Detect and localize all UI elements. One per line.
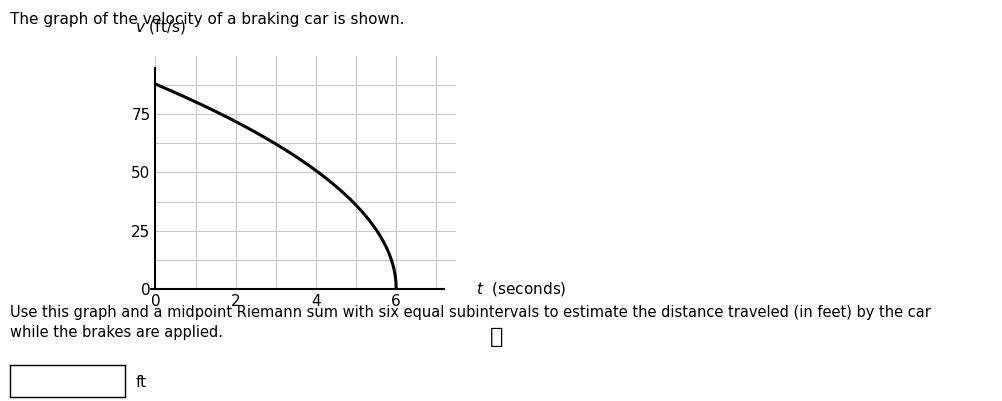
Text: ⓘ: ⓘ (489, 327, 503, 347)
Text: Use this graph and a midpoint Riemann sum with six equal subintervals to estimat: Use this graph and a midpoint Riemann su… (10, 305, 930, 340)
Text: ft: ft (135, 375, 146, 391)
Text: $t$  (seconds): $t$ (seconds) (476, 280, 566, 298)
Text: The graph of the velocity of a braking car is shown.: The graph of the velocity of a braking c… (10, 12, 404, 27)
Text: $v$ (ft/s): $v$ (ft/s) (135, 18, 186, 36)
